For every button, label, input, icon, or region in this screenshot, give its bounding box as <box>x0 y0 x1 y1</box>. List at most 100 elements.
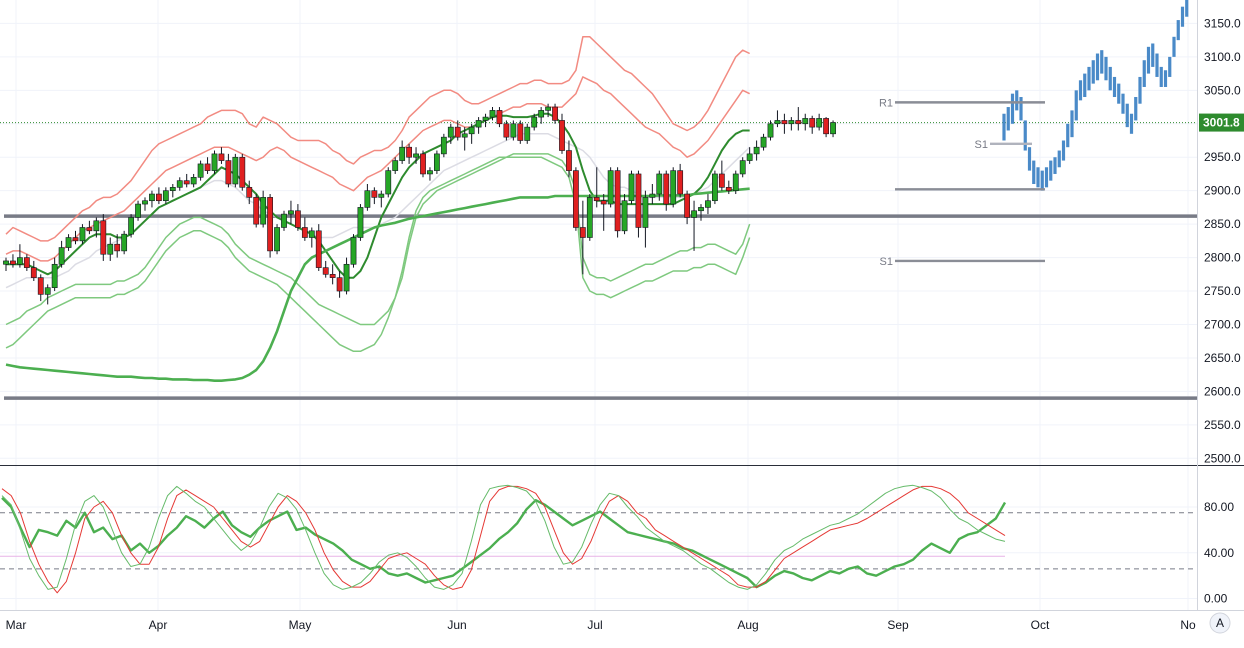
candle <box>684 190 690 225</box>
pivot-levels: R1 S1 S1 <box>879 97 1045 268</box>
candle-body <box>760 136 767 148</box>
price-tick-label: 2950.0 <box>1204 150 1241 164</box>
auto-scale-label[interactable]: A <box>1216 616 1224 630</box>
candle <box>336 270 343 298</box>
forecast-bar <box>1095 53 1100 81</box>
candle-body <box>65 237 72 248</box>
last-price-tag-bg <box>1199 113 1244 132</box>
overlay-upper-band-inner <box>5 76 750 262</box>
candle-body <box>503 123 510 138</box>
candle-body <box>656 173 663 195</box>
candle <box>531 113 538 131</box>
candle <box>642 190 649 248</box>
forecast-bar <box>1163 70 1168 87</box>
candle-body <box>795 120 802 125</box>
candle-body <box>79 227 86 242</box>
candle-body <box>781 120 788 125</box>
candle-body <box>718 173 725 188</box>
candle-body <box>156 193 162 202</box>
candle <box>552 103 558 124</box>
forecast-bar <box>1040 170 1044 191</box>
candle-body <box>823 118 829 135</box>
candle-body <box>336 277 343 292</box>
candle-body <box>385 170 392 195</box>
forecast-bar <box>1023 120 1027 151</box>
candle-body <box>197 163 204 178</box>
candle-body <box>253 197 260 225</box>
candle-body <box>100 220 107 255</box>
candle-body <box>545 106 551 111</box>
candle <box>725 180 732 195</box>
candle <box>51 257 58 292</box>
candle-body <box>705 200 711 208</box>
candle-body <box>30 267 37 278</box>
candle <box>621 194 628 235</box>
candle <box>545 103 551 118</box>
forecast-bar <box>1100 50 1104 74</box>
candle <box>107 237 114 261</box>
price-tick-label: 2650.0 <box>1204 351 1241 365</box>
candle <box>301 217 308 241</box>
candle-body <box>607 170 614 205</box>
forecast-bar <box>1185 0 1189 17</box>
price-tick-label: 3050.0 <box>1204 83 1241 97</box>
candle-body <box>753 146 760 155</box>
osc-tick-label: 40.00 <box>1204 546 1234 560</box>
overlay-lower-band-inner <box>5 153 751 326</box>
candle-body <box>732 173 739 191</box>
candle <box>538 107 545 124</box>
candle-body <box>524 126 531 141</box>
candle-body <box>670 170 677 205</box>
forecast-bar <box>1070 110 1074 138</box>
candle <box>649 183 656 205</box>
candle-body <box>267 197 273 252</box>
candle <box>232 153 239 188</box>
candle-body <box>711 173 718 202</box>
candle-body <box>788 120 795 125</box>
forecast-bar <box>1138 76 1142 104</box>
candle <box>802 113 809 131</box>
candle-body <box>246 187 253 198</box>
candle-body <box>350 237 357 265</box>
candle-body <box>190 177 197 185</box>
candle-body <box>621 200 628 232</box>
osc-tick-label: 0.00 <box>1204 592 1228 606</box>
candle <box>246 180 253 205</box>
forecast-bar <box>1074 90 1078 121</box>
candle-body <box>204 163 211 171</box>
candle <box>142 197 148 211</box>
candle-body <box>461 133 468 138</box>
forecast-bar <box>1121 93 1125 114</box>
overlay-lower-band-outer <box>5 156 751 353</box>
oscillator-panel <box>0 484 1197 594</box>
candle <box>670 167 677 208</box>
auto-scale-button[interactable]: A <box>1209 612 1231 634</box>
candle <box>364 183 371 211</box>
forecast-bar <box>1078 80 1083 101</box>
candle-body <box>468 126 475 135</box>
candle <box>65 234 72 251</box>
candle <box>3 257 9 271</box>
candle-body <box>559 120 565 151</box>
candle-body <box>308 230 315 238</box>
candle <box>135 200 141 221</box>
candle-body <box>774 120 781 125</box>
candle <box>86 220 93 235</box>
candle <box>274 224 280 255</box>
candle-body <box>3 260 9 265</box>
candle <box>503 120 510 141</box>
candle-body <box>10 260 16 265</box>
candle <box>197 160 204 181</box>
candle <box>732 170 739 195</box>
candle-body <box>135 203 141 218</box>
candle <box>517 120 524 144</box>
osc-series-line <box>1 485 1006 594</box>
month-label: No <box>1180 618 1196 632</box>
candle-body <box>600 200 607 205</box>
candle <box>392 157 399 174</box>
price-tick-label: 2700.0 <box>1204 317 1241 331</box>
month-label: Jul <box>587 618 602 632</box>
candle <box>468 123 475 144</box>
forecast-bars <box>1002 0 1189 191</box>
candle <box>600 194 607 231</box>
